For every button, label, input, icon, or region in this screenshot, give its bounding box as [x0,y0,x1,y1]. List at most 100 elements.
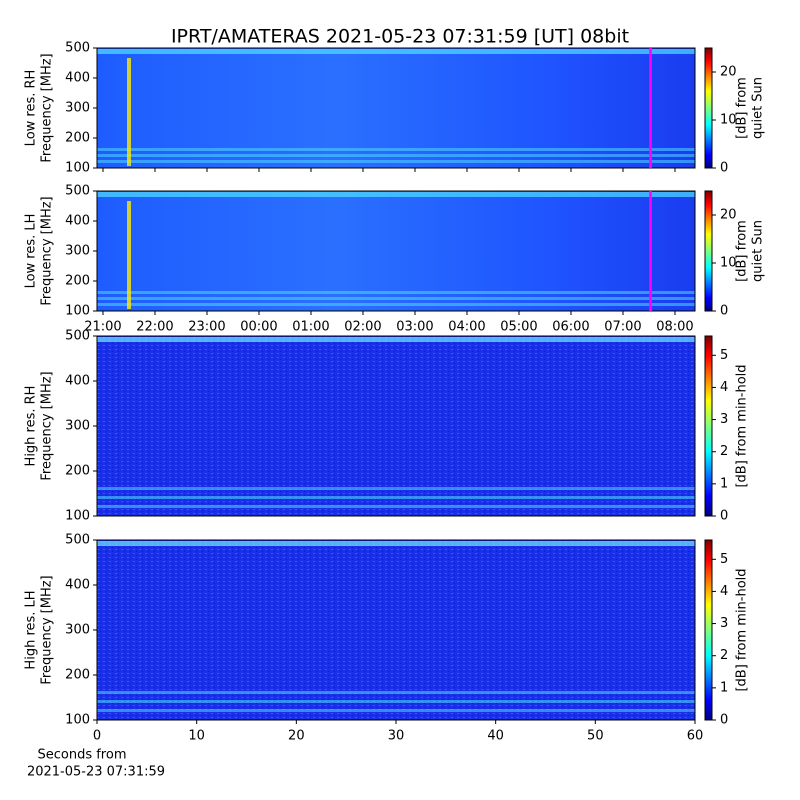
colorbar-tick-label: 3 [720,616,728,631]
x-tick-label: 21:00 [84,320,121,335]
colorbar-tick-label: 0 [720,509,728,524]
spectrogram-band [97,297,695,300]
colorbar-tick-label: 10 [720,256,737,271]
spectrogram-band [97,49,695,54]
spectrogram-burst [127,58,131,166]
colorbar-tick-label: 2 [720,444,728,459]
y-tick-label: 100 [65,161,90,176]
y-tick-label: 100 [65,509,90,524]
colorbar-tick-label: 5 [720,348,728,363]
y-tick-label: 200 [65,274,90,289]
x-tick-label: 40 [487,729,504,744]
colorbar-tick-label: 0 [720,161,728,176]
colorbar-tick-label: 20 [720,208,737,223]
x-tick-label: 20 [288,729,305,744]
x-tick-label: 02:00 [344,320,381,335]
colorbar-tick-label: 0 [720,713,728,728]
colorbar-tick-label: 1 [720,680,728,695]
y-axis-label: Frequency [MHz] [40,53,55,162]
y-axis-label: Low res. LH [24,214,39,289]
y-axis-label: Frequency [MHz] [40,371,55,480]
spectrogram-band [97,691,695,694]
colorbar-frame [704,47,713,169]
spectrogram-band [97,709,695,712]
colorbar-tick-label: 10 [720,113,737,128]
y-tick-label: 200 [65,131,90,146]
colorbar-label: [dB] from [735,77,750,139]
colorbar-frame [704,539,713,721]
colorbar-tick-label: 20 [720,65,737,80]
x-tick-label: 60 [687,729,704,744]
y-tick-label: 100 [65,304,90,319]
colorbar-label: [dB] from [735,220,750,282]
spectrogram-band [97,303,695,306]
colorbar-frame [704,335,713,517]
x-tick-label: 04:00 [448,320,485,335]
colorbar-tick-label: 4 [720,584,728,599]
y-tick-label: 400 [65,374,90,389]
y-axis-label: Frequency [MHz] [40,196,55,305]
colorbar-tick-label: 1 [720,476,728,491]
x-tick-label: 06:00 [552,320,589,335]
colorbar [705,540,712,720]
y-tick-label: 300 [65,419,90,434]
spectrogram-band [97,496,695,499]
x-tick-label: 50 [587,729,604,744]
colorbar-frame [704,190,713,312]
colorbar-tick-label: 4 [720,380,728,395]
x-tick-label: 22:00 [136,320,173,335]
colorbar [705,336,712,516]
colorbar [705,48,712,168]
y-tick-label: 500 [65,329,90,344]
colorbar-tick-label: 3 [720,412,728,427]
colorbar-tick-label: 0 [720,304,728,319]
colorbar-label: [dB] from min-hold [735,568,750,691]
x-tick-label: 0 [93,729,101,744]
spectrogram-band [97,160,695,163]
x-tick-label: 30 [388,729,405,744]
spectrogram-band [97,148,695,151]
y-tick-label: 400 [65,71,90,86]
y-tick-label: 300 [65,101,90,116]
x-tick-label: 05:00 [500,320,537,335]
spectrogram-band [97,505,695,508]
x-axis-label: Seconds from [37,748,126,763]
y-axis-label: High res. LH [24,590,39,669]
spectrogram-band [97,541,695,546]
y-tick-label: 100 [65,713,90,728]
x-axis-label: 2021-05-23 07:31:59 [27,765,165,780]
colorbar-label: quiet Sun [751,77,766,139]
spectrogram-band [97,700,695,703]
spectrogram-band [97,154,695,157]
y-axis-label: High res. RH [24,386,39,467]
y-axis-label: Frequency [MHz] [40,575,55,684]
spectrogram [97,540,695,720]
y-tick-label: 500 [65,184,90,199]
x-tick-label: 01:00 [292,320,329,335]
figure-title: IPRT/AMATERAS 2021-05-23 07:31:59 [UT] 0… [171,26,629,48]
colorbar-label: [dB] from min-hold [735,364,750,487]
colorbar-tick-label: 5 [720,552,728,567]
x-tick-label: 10 [188,729,205,744]
spectrogram-band [97,291,695,294]
colorbar-label: quiet Sun [751,220,766,282]
y-axis-label: Low res. RH [24,70,39,147]
x-tick-label: 07:00 [604,320,641,335]
spectrogram-band [97,337,695,342]
x-tick-label: 00:00 [240,320,277,335]
y-tick-label: 300 [65,623,90,638]
colorbar-tick-label: 2 [720,648,728,663]
y-tick-label: 400 [65,578,90,593]
spectrogram-band [97,487,695,490]
y-tick-label: 300 [65,244,90,259]
x-tick-label: 23:00 [188,320,225,335]
spectrogram-burst [127,201,131,309]
y-tick-label: 400 [65,214,90,229]
spectrogram-band [97,192,695,197]
x-tick-label: 08:00 [656,320,693,335]
x-tick-label: 03:00 [396,320,433,335]
y-tick-label: 200 [65,668,90,683]
spectrogram [97,336,695,516]
y-tick-label: 500 [65,41,90,56]
